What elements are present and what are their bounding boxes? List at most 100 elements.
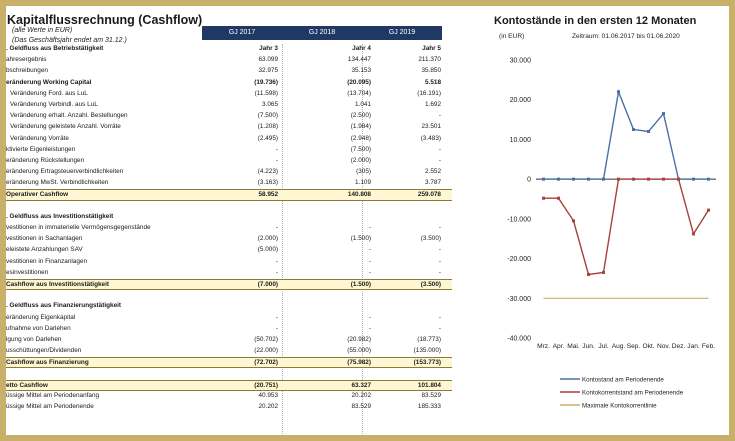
row-label: usschüttungen/Dividenden bbox=[6, 347, 82, 355]
table-row: eränderung Eigenkapital - - - bbox=[6, 313, 452, 324]
row-label: . Geldfluss aus Finanzierungstätigkeit bbox=[6, 302, 122, 310]
data-point bbox=[572, 177, 575, 181]
sheet-title: Kapitalflussrechnung (Cashflow) bbox=[7, 13, 203, 27]
row-value-year-2: (20.095) bbox=[347, 78, 371, 86]
row-value-year-1: 3.065 bbox=[262, 100, 278, 108]
row-value-year-2: - bbox=[368, 224, 371, 231]
row-value-year-2: (305) bbox=[356, 168, 371, 176]
table-row: eränderung Ertragsteuerverbindlichkeiten… bbox=[6, 167, 452, 178]
y-tick-label: -30.000 bbox=[507, 296, 531, 303]
table-row: vestitionen in immaterielle Vermögensgeg… bbox=[6, 223, 452, 234]
row-value-year-2: 1.041 bbox=[355, 100, 371, 108]
legend-label: Kontostand am Periodenende bbox=[582, 376, 664, 383]
x-tick-label: Mai. bbox=[567, 343, 580, 350]
row-label: ahresergebnis bbox=[6, 56, 47, 64]
row-value-year-1: (20.751) bbox=[254, 381, 278, 389]
table-row: vestitionen in Sachanlagen (2.000) (1.500)… bbox=[6, 234, 452, 245]
row-value-year-3: - bbox=[438, 224, 441, 231]
row-value-year-3: (135.000) bbox=[413, 347, 441, 355]
table-row: . Geldfluss aus Investitionstätigkeit bbox=[6, 212, 452, 223]
table-row: etto Cashflow (20.751) 63.327 101.804 bbox=[6, 379, 452, 391]
legend-label: Maximale Kontokorrentlinie bbox=[582, 402, 657, 409]
data-point bbox=[542, 196, 545, 200]
row-value-year-1: 20.202 bbox=[258, 403, 278, 410]
row-value-year-2: (1.500) bbox=[350, 280, 371, 288]
row-label: Cashflow aus Finanzierung bbox=[6, 359, 89, 367]
row-value-year-3: (3.500) bbox=[420, 235, 441, 243]
data-point bbox=[542, 177, 545, 181]
legend-label: Kontokorrentstand am Periodenende bbox=[582, 389, 684, 396]
row-value-year-2: 140.808 bbox=[347, 191, 371, 199]
row-value-year-1: (3.163) bbox=[257, 179, 278, 187]
x-tick-label: Aug. bbox=[612, 343, 626, 350]
row-value-year-1: (2.000) bbox=[257, 235, 278, 243]
row-value-year-1: - bbox=[275, 224, 278, 231]
row-label: eränderung Rückstellungen bbox=[6, 156, 85, 164]
row-value-year-2: (20.982) bbox=[347, 335, 371, 343]
data-point bbox=[662, 112, 665, 116]
row-value-year-1: 58.952 bbox=[258, 191, 278, 199]
series-line bbox=[543, 178, 710, 276]
row-value-year-3: (3.500) bbox=[420, 280, 441, 288]
row-value-year-2: (2.500) bbox=[350, 112, 371, 120]
table-row: eränderung Working Capital (19.736) (20.09… bbox=[6, 78, 452, 89]
row-value-year-3: - bbox=[438, 112, 441, 120]
row-value-year-2: (55.000) bbox=[347, 347, 371, 355]
row-value-year-2: - bbox=[368, 313, 371, 321]
table-row: . Geldfluss aus Finanzierungstätigkeit bbox=[6, 301, 452, 312]
row-label: Veränderung Ford. aus LuL bbox=[10, 89, 88, 97]
table-row bbox=[6, 201, 452, 212]
row-value-year-2: (7.500) bbox=[350, 145, 371, 153]
row-label: üssige Mittel am Periodenende bbox=[6, 403, 94, 410]
table-row: bschreibungen 32.975 35.153 35.850 bbox=[6, 66, 452, 77]
row-label: Veränderung erhalt. Anzahl. Bestellungen bbox=[10, 112, 128, 120]
table-row: Veränderung Vorräte (2.495) (2.948) (3.483) bbox=[6, 134, 452, 145]
row-label: vestitionen in Sachanlagen bbox=[6, 235, 83, 243]
data-point bbox=[647, 129, 650, 133]
row-label: lgung von Darlehen bbox=[6, 335, 62, 343]
data-point bbox=[587, 272, 590, 276]
row-value-year-1: (7.500) bbox=[257, 112, 278, 120]
row-value-year-1: 32.975 bbox=[258, 67, 278, 75]
row-value-year-2: (75.982) bbox=[347, 359, 371, 367]
table-row: eränderung MwSt. Verbindlichkeiten (3.163… bbox=[6, 178, 452, 189]
row-label: üssige Mittel am Periodenanfang bbox=[6, 391, 100, 399]
data-point bbox=[572, 219, 575, 223]
data-point bbox=[707, 208, 710, 212]
row-label: . Geldfluss aus Betriebstätigkeit bbox=[6, 45, 104, 52]
table-row: usschüttungen/Dividenden (22.000) (55.000)… bbox=[6, 346, 452, 357]
x-tick-label: Okt. bbox=[642, 343, 654, 350]
table-row: üssige Mittel am Periodenanfang 40.953 20.… bbox=[6, 391, 452, 402]
row-label: Veränderung Verbindl. aus LuL bbox=[10, 100, 98, 108]
table-row: Veränderung Verbindl. aus LuL 3.065 1.041 1… bbox=[6, 100, 452, 111]
chart-unit: (in EUR) bbox=[499, 33, 525, 40]
row-value-year-2: (2.000) bbox=[350, 156, 371, 164]
data-point bbox=[602, 270, 605, 274]
x-tick-label: Jun. bbox=[582, 343, 595, 350]
row-value-year-1: (5.000) bbox=[257, 246, 278, 254]
row-value-year-3: - bbox=[438, 257, 441, 265]
chart-title: Kontostände in den ersten 12 Monaten bbox=[494, 15, 697, 27]
row-label: bschreibungen bbox=[6, 67, 48, 75]
row-value-year-2: (13.704) bbox=[347, 89, 371, 97]
table-row bbox=[6, 290, 452, 301]
row-value-year-3: (16.191) bbox=[417, 89, 441, 97]
data-point bbox=[632, 128, 635, 131]
row-value-year-2: - bbox=[368, 324, 371, 332]
y-tick-label: -40.000 bbox=[507, 336, 531, 343]
row-value-year-3: 185.333 bbox=[417, 403, 441, 410]
row-label: . Geldfluss aus Investitionstätigkeit bbox=[6, 212, 114, 220]
x-tick-label: Sep. bbox=[627, 343, 641, 350]
row-value-year-1: - bbox=[275, 156, 278, 164]
x-tick-label: Mrz. bbox=[537, 343, 550, 350]
data-point bbox=[557, 196, 560, 200]
table-row: üssige Mittel am Periodenende 20.202 83.52… bbox=[6, 402, 452, 413]
table-row: ufnahme von Darlehen - - - bbox=[6, 324, 452, 335]
row-value-year-2: (1.500) bbox=[350, 235, 371, 243]
row-value-year-3: Jahr 5 bbox=[422, 45, 441, 52]
row-value-year-3: 23.501 bbox=[421, 123, 441, 131]
row-value-year-3: - bbox=[438, 268, 441, 276]
row-label: Cashflow aus Investitionstätigkeit bbox=[6, 280, 109, 288]
row-label: eränderung MwSt. Verbindlichkeiten bbox=[6, 179, 109, 187]
